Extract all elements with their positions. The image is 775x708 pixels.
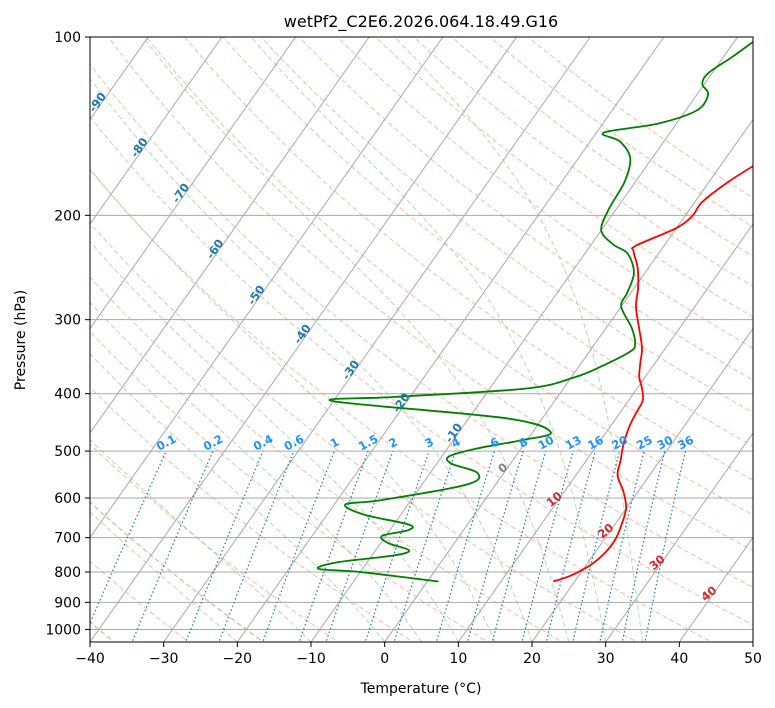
isotherm-line <box>605 432 753 642</box>
x-tick-label: 40 <box>670 651 688 667</box>
x-axis-ticks: −40 −30 −20 −10 0 10 20 30 40 50 <box>75 642 762 667</box>
mixing-ratio-label: 10 <box>536 433 557 453</box>
moist-adiabat <box>250 37 607 642</box>
isotherm-line <box>310 37 738 642</box>
mixing-ratio-label: 30 <box>654 433 675 453</box>
y-tick-label: 700 <box>54 531 81 547</box>
dry-adiabat <box>374 37 753 318</box>
dry-adiabat <box>90 331 489 642</box>
y-tick-label: 300 <box>54 313 81 329</box>
isotherm-line <box>90 37 444 539</box>
plot-frame <box>89 36 754 643</box>
mixing-ratio-line <box>185 450 264 642</box>
mixing-ratio-label: 13 <box>563 433 584 453</box>
y-axis-ticks: 100 200 300 400 500 600 700 800 900 1000 <box>45 30 90 638</box>
isotherm-line <box>236 37 665 642</box>
moist-adiabat <box>90 353 386 642</box>
dry-adiabat <box>222 37 753 447</box>
x-tick-label: 10 <box>449 651 467 667</box>
y-tick-label: 400 <box>54 387 81 403</box>
dry-adiabat <box>184 37 753 481</box>
mixing-ratio-line <box>218 450 295 642</box>
x-tick-label: −20 <box>223 651 253 667</box>
mixing-ratio-label: 36 <box>675 433 696 453</box>
x-axis-label: Temperature (°C) <box>360 681 482 697</box>
mixing-ratio-line <box>325 450 394 642</box>
moist-adiabat <box>90 301 422 642</box>
isotherm-line <box>531 327 753 642</box>
mixing-ratio-line <box>393 450 457 642</box>
isotherm-line <box>90 37 223 225</box>
moist-adiabat <box>90 168 496 642</box>
y-tick-label: 100 <box>54 30 81 46</box>
dry-adiabat <box>90 63 753 588</box>
chart-title: wetPf2_C2E6.2026.064.18.49.G16 <box>284 12 558 32</box>
temperature-profile-line <box>553 165 753 583</box>
mixing-ratio-line <box>521 450 574 642</box>
isotherm-line <box>457 223 753 642</box>
y-tick-label: 600 <box>54 491 81 507</box>
isotherm-line <box>90 37 296 330</box>
moist-adiabat <box>142 37 570 642</box>
isotherm-line <box>90 37 370 434</box>
y-tick-label: 900 <box>54 595 81 611</box>
x-tick-label: −40 <box>75 651 105 667</box>
mixing-ratio-line <box>262 450 335 642</box>
mixing-ratio-line <box>599 450 645 642</box>
mixing-ratio-line <box>621 450 666 642</box>
y-tick-label: 200 <box>54 208 81 224</box>
y-tick-label: 500 <box>54 444 81 460</box>
y-tick-label: 800 <box>54 565 81 581</box>
isotherm-line <box>384 118 753 642</box>
grid-layer <box>90 37 753 642</box>
mixing-ratio-label: 25 <box>634 433 655 453</box>
mixing-ratio-line <box>298 450 369 642</box>
x-tick-label: 0 <box>380 651 389 667</box>
x-tick-label: 30 <box>597 651 615 667</box>
mixing-ratio-line <box>466 450 524 642</box>
mixing-ratio-line <box>644 450 687 642</box>
y-axis-label: Pressure (hPa) <box>13 290 29 390</box>
mixing-ratio-line <box>491 450 547 642</box>
y-tick-label: 1000 <box>45 622 81 638</box>
x-tick-label: −30 <box>149 651 179 667</box>
x-tick-label: 20 <box>523 651 541 667</box>
dry-adiabat <box>145 37 753 516</box>
mixing-ratio-line <box>435 450 496 642</box>
mixing-ratio-line <box>545 450 596 642</box>
moist-adiabat <box>394 37 643 642</box>
isotherm-line <box>90 37 517 642</box>
dry-adiabat <box>412 37 753 288</box>
series-layer <box>316 40 753 583</box>
dry-adiabat <box>90 222 639 642</box>
x-tick-label: −10 <box>296 651 326 667</box>
mixing-ratio-label: 16 <box>585 433 606 453</box>
x-tick-label: 50 <box>744 651 762 667</box>
isotherm-line <box>163 37 591 642</box>
dewpoint-profile-line <box>316 40 753 583</box>
mixing-ratio-label: 20 <box>609 433 630 453</box>
moist-adiabat <box>90 241 459 642</box>
dry-adiabat <box>107 37 753 552</box>
isotherm-line <box>678 536 753 642</box>
